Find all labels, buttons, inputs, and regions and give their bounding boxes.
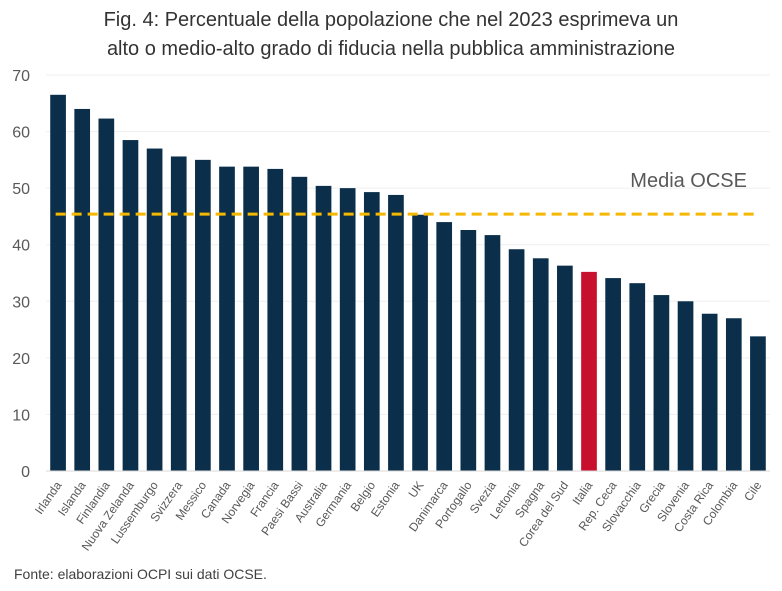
bar-grecia — [653, 295, 670, 471]
reference-line-group: Media OCSE — [55, 170, 756, 216]
bar-paesi-bassi — [291, 176, 308, 472]
bar-slovenia — [677, 301, 694, 471]
y-tick-label: 50 — [12, 181, 30, 198]
x-tick-label: UK — [405, 479, 426, 501]
bar-germania — [339, 188, 356, 471]
bar-rep-ceca — [605, 278, 621, 471]
chart-title: Fig. 4: Percentuale della popolazione ch… — [0, 6, 782, 64]
bar-islanda — [74, 108, 91, 471]
y-tick-label: 40 — [12, 238, 30, 255]
gridlines — [46, 74, 770, 415]
bar-costa-rica — [701, 313, 718, 471]
y-tick-label: 60 — [12, 125, 30, 142]
bar-danimarca — [436, 222, 453, 471]
bar-messico — [195, 159, 211, 471]
x-tick-label: Cile — [741, 478, 765, 503]
bar-lussemburgo — [146, 148, 163, 472]
bar-finlandia — [98, 118, 115, 471]
y-tick-label: 20 — [12, 351, 30, 368]
bars — [50, 94, 766, 472]
bar-nuova-zelanda — [122, 140, 139, 472]
bar-corea-del-sud — [557, 265, 573, 471]
y-tick-label: 70 — [12, 68, 30, 85]
bar-belgio — [363, 192, 380, 472]
bar-estonia — [388, 194, 404, 471]
title-line-2: alto o medio-alto grado di fiducia nella… — [106, 38, 676, 60]
reference-line-label: Media OCSE — [630, 170, 747, 192]
y-tick-label: 0 — [21, 464, 30, 481]
bar-canada — [219, 166, 235, 471]
bar-spagna — [532, 258, 549, 471]
bar-portogallo — [460, 230, 477, 471]
y-axis: 0 10 20 30 40 50 60 70 — [12, 68, 30, 481]
bar-francia — [267, 168, 284, 471]
bar-cile — [750, 336, 766, 471]
bar-lettonia — [508, 249, 525, 471]
bar-irlanda — [50, 94, 66, 472]
bar-svizzera — [170, 156, 187, 471]
source-note: Fonte: elaborazioni OCPI sui dati OCSE. — [14, 566, 267, 582]
y-tick-label: 10 — [12, 407, 30, 424]
bar-italia — [581, 271, 597, 471]
bar-uk — [412, 214, 428, 471]
y-tick-label: 30 — [12, 294, 30, 311]
bar-australia — [315, 185, 332, 471]
bar-slovacchia — [629, 283, 646, 471]
bar-colombia — [725, 318, 742, 471]
title-line-1: Fig. 4: Percentuale della popolazione ch… — [103, 9, 679, 31]
bar-norvegia — [243, 166, 259, 471]
bar-svezia — [484, 235, 501, 471]
